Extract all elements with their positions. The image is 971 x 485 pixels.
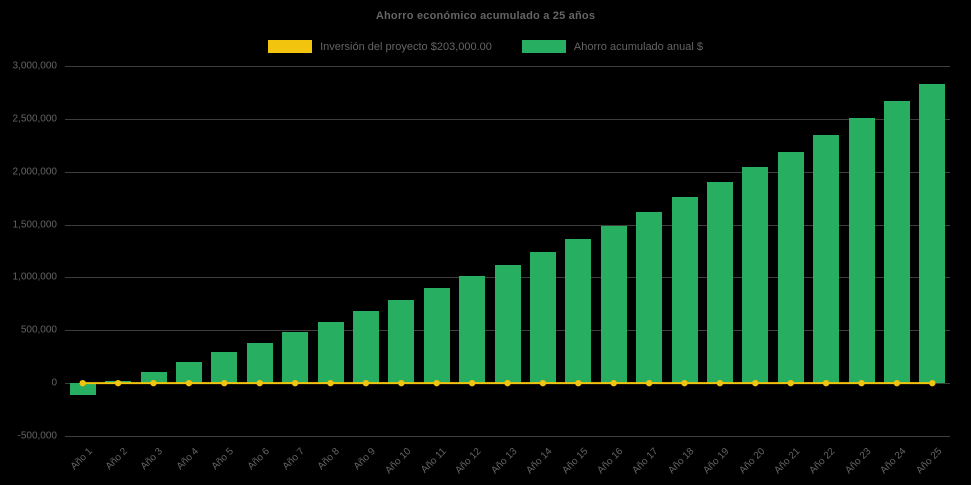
y-axis-labels: -500,000 0 500,000 1,000,000 1,500,000 2,000,…: [0, 61, 58, 442]
x-axis-label: Año 17: [630, 446, 661, 477]
plot-area: [65, 66, 950, 437]
y-axis-label: -500,000: [17, 430, 57, 442]
bar-año-9: [352, 311, 379, 384]
y-axis-label: 1,000,000: [12, 271, 58, 283]
legend-label-investment: Inversión del proyecto $203,000.00: [320, 40, 492, 53]
x-axis-labels: Año 1 Año 2 Año 3 Año 4 Año 5 Año 6 Año 7 Año 8…: [65, 438, 950, 483]
bar-año-10: [388, 299, 415, 384]
line-marker: [114, 379, 122, 387]
line-marker: [468, 379, 476, 387]
bar-año-8: [317, 321, 344, 384]
bar-año-23: [848, 117, 875, 384]
x-axis-label: Año 24: [878, 446, 909, 477]
x-axis-label: Año 14: [524, 446, 555, 477]
legend: Inversión del proyecto $203,000.00 Ahorr…: [0, 40, 971, 53]
x-axis-label: Año 21: [772, 446, 803, 477]
bar-año-22: [813, 134, 840, 384]
x-axis-label: Año 23: [843, 446, 874, 477]
x-axis-label: Año 5: [209, 446, 237, 473]
gridline: [65, 224, 950, 226]
y-axis-label: 1,500,000: [12, 219, 58, 231]
x-axis-label: Año 1: [68, 446, 95, 473]
line-marker: [929, 379, 936, 387]
line-marker: [79, 379, 86, 387]
line-marker: [645, 379, 653, 387]
bar-año-6: [246, 342, 273, 384]
line-marker: [716, 379, 724, 387]
bar-año-12: [459, 276, 486, 384]
legend-label-savings: Ahorro acumulado anual $: [573, 40, 703, 53]
x-axis-label: Año 22: [807, 446, 838, 477]
x-axis-label: Año 2: [103, 446, 130, 473]
bar-año-11: [423, 288, 450, 384]
bar-año-25: [919, 83, 946, 384]
x-axis-label: Año 9: [351, 446, 378, 473]
x-axis-label: Año 11: [418, 446, 449, 476]
bar-año-17: [636, 211, 663, 384]
bar-año-21: [777, 151, 804, 384]
x-axis-label: Año 7: [280, 446, 307, 473]
investment-swatch-icon: [268, 40, 313, 53]
savings-swatch-icon: [521, 40, 566, 53]
line-marker: [256, 379, 263, 387]
line-marker: [539, 379, 547, 387]
x-axis-label: Año 20: [736, 446, 768, 477]
bar-año-20: [742, 167, 769, 384]
y-axis-label: 3,000,000: [12, 60, 58, 72]
line-marker: [787, 379, 794, 387]
x-axis-label: Año 25: [913, 446, 945, 477]
gridline: [65, 66, 950, 67]
bar-año-5: [211, 352, 238, 384]
bar-año-4: [175, 362, 202, 384]
gridline: [65, 171, 950, 173]
line-marker: [575, 379, 582, 387]
x-axis-label: Año 15: [559, 446, 591, 477]
line-marker: [822, 379, 830, 387]
x-axis-label: Año 4: [174, 446, 201, 473]
y-axis-label: 0: [51, 377, 57, 389]
gridline: [65, 436, 950, 437]
line-marker: [610, 379, 617, 387]
line-marker: [150, 379, 157, 387]
line-marker: [433, 379, 440, 387]
x-axis-label: Año 19: [701, 446, 732, 477]
bar-año-15: [565, 239, 592, 384]
line-marker: [362, 379, 370, 387]
bar-año-1: [69, 383, 96, 395]
x-axis-label: Año 8: [316, 446, 343, 473]
legend-item-savings[interactable]: Ahorro acumulado anual $: [521, 40, 703, 53]
x-axis-label: Año 6: [245, 446, 272, 473]
line-marker: [185, 379, 193, 387]
line-marker: [504, 379, 511, 387]
y-axis-label: 2,000,000: [12, 166, 58, 178]
legend-item-investment[interactable]: Inversión del proyecto $203,000.00: [268, 40, 492, 53]
chart-title: Ahorro económico acumulado a 25 años: [375, 10, 596, 22]
line-marker: [893, 379, 901, 387]
line-marker: [858, 379, 865, 387]
line-marker: [291, 379, 299, 387]
x-axis-label: Año 12: [453, 446, 484, 477]
bar-año-19: [706, 182, 733, 384]
bar-año-7: [282, 332, 309, 384]
bar-año-3: [140, 371, 167, 384]
line-marker: [327, 379, 334, 387]
bar-año-14: [529, 252, 556, 384]
bar-año-18: [671, 197, 698, 384]
line-marker: [398, 379, 405, 387]
x-axis-label: Año 3: [139, 446, 166, 473]
x-axis-label: Año 16: [595, 446, 626, 477]
bar-año-24: [883, 100, 910, 384]
y-axis-label: 2,500,000: [12, 113, 58, 125]
y-axis-label: 500,000: [20, 324, 57, 336]
x-axis-label: Año 10: [382, 446, 414, 477]
line-marker: [681, 379, 688, 387]
line-marker: [221, 379, 228, 387]
investment-line-layer: [79, 379, 936, 387]
gridline: [65, 118, 950, 120]
line-marker: [752, 379, 759, 387]
x-axis-label: Año 13: [489, 446, 520, 477]
x-axis-label: Año 18: [666, 446, 697, 477]
bar-año-13: [494, 264, 521, 384]
bar-año-16: [600, 225, 627, 384]
